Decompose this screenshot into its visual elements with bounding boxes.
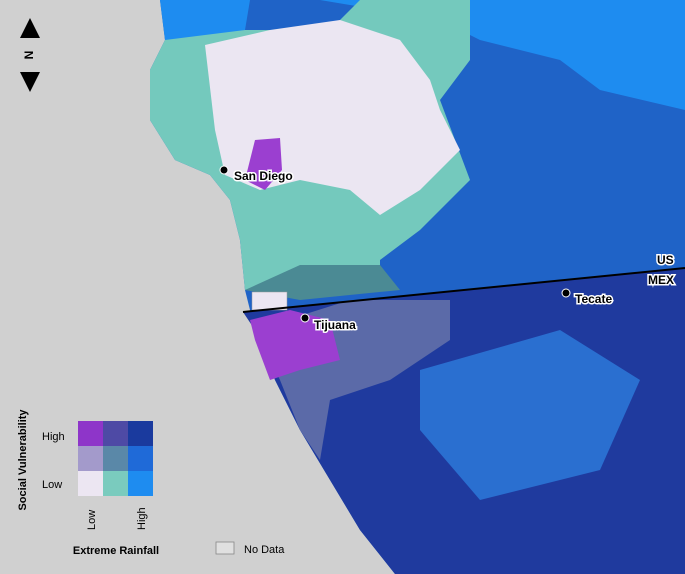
city-dot — [219, 165, 229, 175]
city-dot — [300, 313, 310, 323]
medium-region — [420, 330, 640, 500]
border-label: MEX — [648, 273, 674, 287]
compass: N — [20, 18, 40, 92]
legend-x-label: Low — [86, 510, 98, 530]
border-line — [242, 267, 685, 313]
high-rain-region — [320, 0, 685, 110]
legend-y-label: Low — [42, 479, 62, 491]
purple-region — [245, 138, 282, 190]
city-label: San Diego — [234, 169, 293, 183]
compass-label: N — [22, 51, 36, 60]
city-label: Tijuana — [314, 318, 356, 332]
no-data-swatch — [215, 541, 235, 555]
legend: Social Vulnerability High Low Low High E… — [17, 409, 285, 557]
legend-x-label: High — [136, 507, 148, 530]
city-label: Tecate — [575, 292, 612, 306]
city-dot — [561, 288, 571, 298]
legend-y-title: Social Vulnerability — [17, 409, 29, 511]
purple-region — [250, 310, 340, 380]
high-rain-region — [160, 0, 250, 40]
legend-x-title: Extreme Rainfall — [73, 545, 159, 557]
teal-gray-region — [245, 265, 400, 300]
no-data-label: No Data — [244, 544, 285, 556]
legend-y-label: High — [42, 431, 65, 443]
border-label: US — [657, 253, 674, 267]
